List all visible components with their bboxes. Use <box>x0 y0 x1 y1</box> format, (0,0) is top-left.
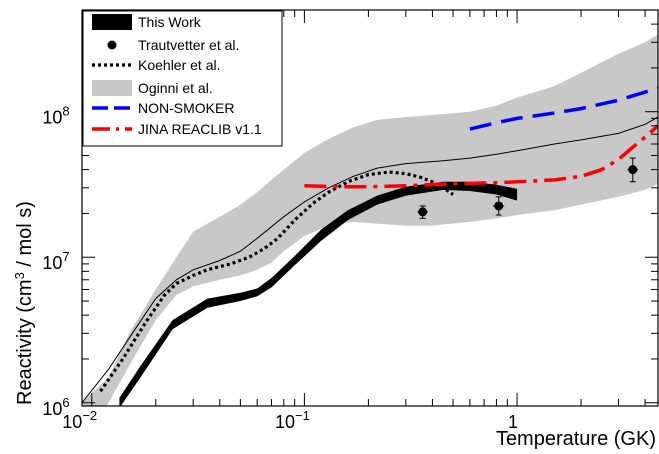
central-line <box>82 116 658 404</box>
y-axis: 106 107 108 <box>42 9 658 419</box>
oginni-band <box>82 34 658 406</box>
x-axis-title: Temperature (GK) <box>496 428 656 450</box>
y-tick-label: 107 <box>42 249 69 273</box>
jina-line <box>304 124 658 189</box>
legend-item: This Work <box>92 14 202 30</box>
trautvetter-point <box>627 157 638 183</box>
points-layer <box>417 157 638 219</box>
x-axis: 10−2 10−1 1 <box>62 10 646 432</box>
y-axis-title: Reactivity (cm3 / mol s) <box>12 201 37 405</box>
lines-layer <box>82 86 658 404</box>
legend-label: Koehler et al. <box>138 57 221 73</box>
x-tick-label: 10−2 <box>62 408 97 432</box>
legend-label: JINA REACLIB v1.1 <box>138 121 262 137</box>
y-tick-label: 106 <box>42 395 69 419</box>
trautvetter-point <box>492 196 505 216</box>
legend-item: JINA REACLIB v1.1 <box>92 121 262 137</box>
legend-frame <box>82 10 283 147</box>
y-tick-label: 108 <box>42 104 69 128</box>
plot-frame <box>81 9 659 407</box>
legend-label: Trautvetter et al. <box>138 37 239 53</box>
legend: This Work Trautvetter et al. Koehler et al… <box>82 10 283 147</box>
bands-layer <box>82 34 658 406</box>
trautvetter-point <box>417 205 428 219</box>
legend-label: NON-SMOKER <box>138 100 234 116</box>
legend-item: NON-SMOKER <box>92 100 234 116</box>
x-tick-label: 10−1 <box>275 408 310 432</box>
legend-item: Trautvetter et al. <box>107 37 239 53</box>
legend-label: Oginni et al. <box>138 80 213 96</box>
x-tick-label: 1 <box>508 412 518 432</box>
legend-label: This Work <box>138 14 202 30</box>
legend-item: Oginni et al. <box>92 80 213 96</box>
legend-item: Koehler et al. <box>92 57 221 73</box>
